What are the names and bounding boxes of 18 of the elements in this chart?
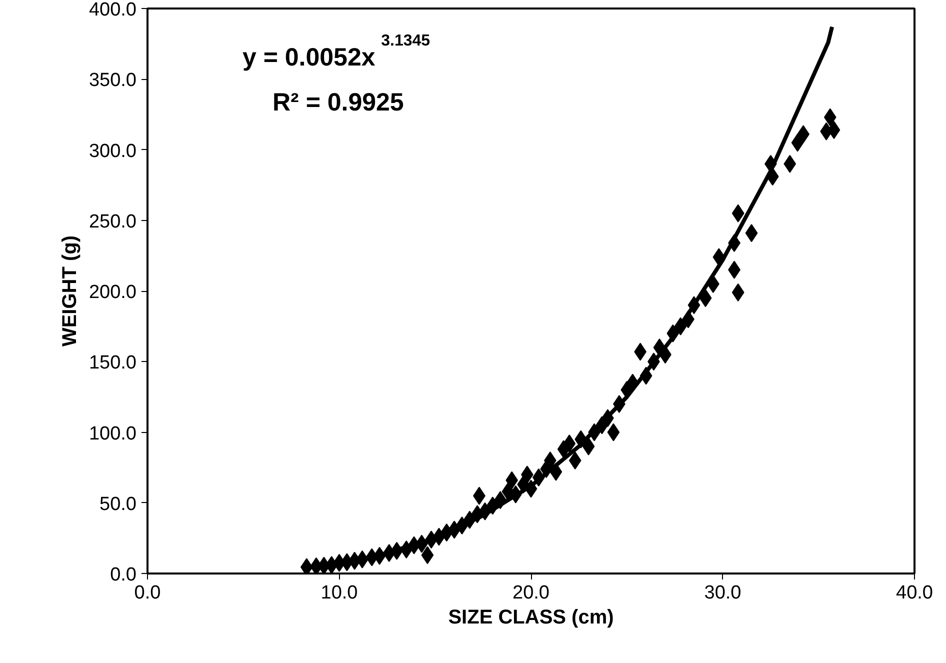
- y-tick-label: 400.0: [88, 0, 136, 20]
- x-tick-label: 0.0: [134, 582, 161, 604]
- y-tick-label: 0.0: [110, 564, 137, 586]
- annotation: y = 0.0052x3.1345: [242, 32, 430, 72]
- y-tick-label: 150.0: [88, 352, 136, 374]
- x-axis-title: SIZE CLASS (cm): [448, 606, 614, 628]
- y-tick-label: 100.0: [88, 423, 136, 444]
- y-tick-label: 200.0: [88, 282, 136, 303]
- x-tick-label: 20.0: [512, 582, 550, 604]
- y-tick-label: 300.0: [88, 140, 136, 162]
- x-tick-label: 30.0: [704, 582, 742, 604]
- y-tick-label: 250.0: [88, 211, 136, 232]
- annotation: R² = 0.9925: [272, 88, 404, 116]
- x-tick-label: 40.0: [896, 582, 933, 604]
- y-axis-title: WEIGHT (g): [58, 235, 81, 347]
- y-tick-label: 50.0: [100, 494, 137, 515]
- y-tick-label: 350.0: [88, 70, 136, 92]
- x-tick-label: 10.0: [320, 582, 358, 604]
